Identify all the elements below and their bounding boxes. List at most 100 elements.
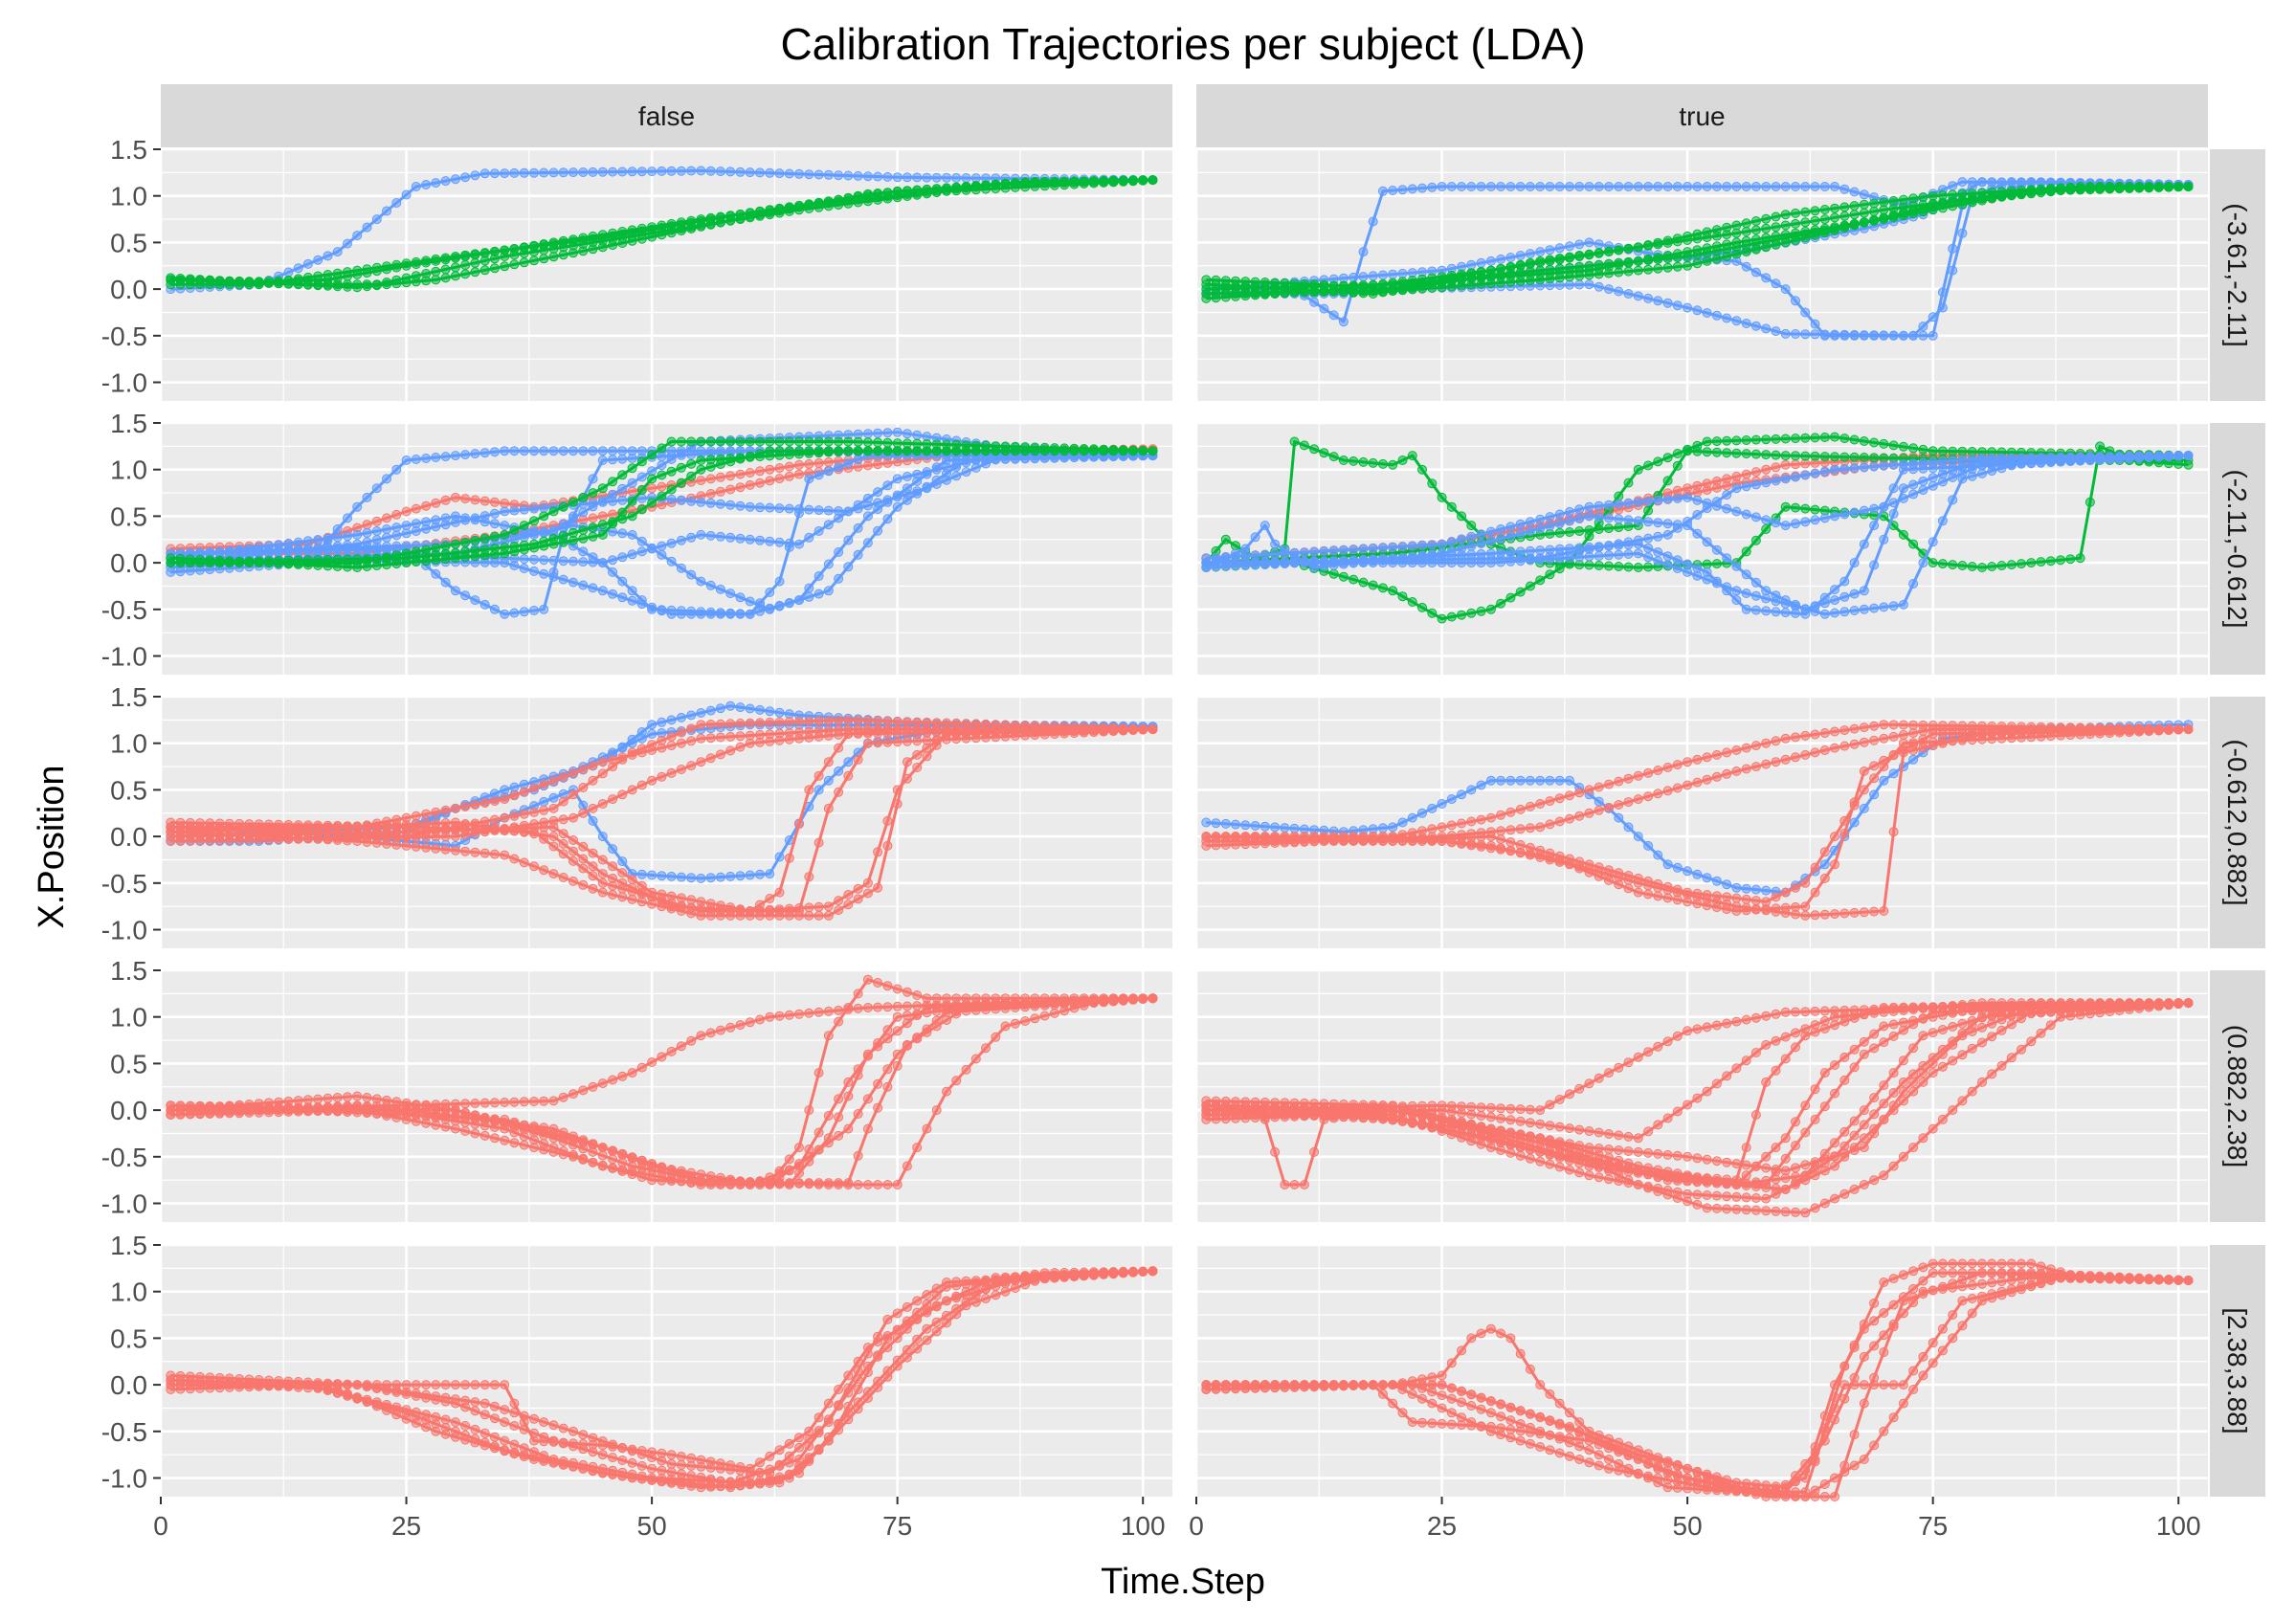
data-point — [1584, 237, 1594, 248]
data-point — [1977, 563, 1987, 572]
data-point — [1397, 285, 1408, 296]
data-point — [784, 503, 794, 514]
data-point — [1996, 453, 2007, 463]
data-point — [519, 857, 529, 868]
data-point — [421, 832, 432, 842]
data-point — [519, 607, 529, 617]
data-point — [1948, 189, 1958, 200]
data-point — [1643, 552, 1654, 563]
panel-r1-c0: -1.0-0.50.00.51.01.5 — [101, 409, 1172, 675]
data-point — [539, 240, 549, 251]
data-point — [1849, 452, 1860, 462]
data-point — [479, 248, 490, 258]
data-point — [519, 446, 529, 456]
data-point — [676, 535, 686, 545]
data-point — [1427, 478, 1438, 489]
data-point — [371, 833, 382, 843]
data-point — [1780, 451, 1791, 461]
data-point — [1049, 724, 1059, 735]
data-point — [1683, 567, 1693, 577]
data-point — [1643, 293, 1654, 303]
data-point — [1079, 176, 1089, 187]
data-point — [1545, 512, 1555, 522]
data-point — [568, 789, 578, 800]
data-point — [1849, 463, 1860, 474]
data-point — [1957, 228, 1968, 238]
data-point — [1554, 527, 1565, 538]
data-point — [2144, 182, 2154, 192]
data-point — [745, 436, 755, 447]
data-point — [804, 446, 814, 456]
data-point — [804, 458, 814, 469]
data-point — [647, 483, 658, 494]
data-point — [509, 790, 520, 801]
data-point — [1427, 554, 1438, 565]
data-point — [617, 454, 628, 464]
data-point — [735, 500, 746, 511]
data-point — [343, 531, 352, 542]
data-point — [1623, 289, 1634, 299]
data-point — [1672, 493, 1683, 503]
y-tick-label: -0.5 — [101, 595, 147, 625]
data-point — [500, 812, 510, 823]
data-point — [1800, 182, 1811, 191]
data-point — [2006, 453, 2017, 463]
data-point — [627, 785, 637, 795]
data-point — [1683, 260, 1693, 271]
data-point — [608, 517, 618, 527]
data-point — [205, 557, 215, 567]
data-point — [882, 446, 893, 456]
data-point — [470, 828, 480, 838]
data-point — [794, 539, 804, 549]
data-point — [470, 595, 480, 606]
data-point — [784, 204, 794, 214]
data-point — [1849, 507, 1860, 518]
data-point — [1791, 208, 1800, 218]
data-point — [1088, 724, 1099, 735]
data-point — [834, 729, 844, 740]
data-point — [1584, 270, 1594, 280]
data-point — [794, 469, 804, 479]
data-point — [784, 709, 794, 720]
data-point — [647, 498, 658, 508]
chart-title: Calibration Trajectories per subject (LD… — [780, 19, 1585, 69]
data-point — [371, 516, 382, 526]
data-point — [715, 732, 725, 743]
data-point — [558, 446, 568, 456]
data-point — [804, 716, 814, 726]
data-point — [991, 724, 1001, 735]
data-point — [814, 457, 824, 468]
data-point — [479, 496, 490, 506]
data-point — [1711, 482, 1722, 493]
data-point — [1741, 449, 1751, 459]
data-point — [686, 609, 697, 619]
data-point — [814, 785, 824, 795]
data-point — [205, 826, 215, 836]
data-point — [382, 279, 391, 290]
data-point — [578, 167, 589, 177]
data-point — [1010, 724, 1020, 735]
data-point — [1957, 177, 1968, 188]
data-point — [1565, 279, 1574, 290]
data-point — [1800, 451, 1811, 461]
data-point — [371, 818, 382, 829]
data-point — [1750, 512, 1761, 522]
data-point — [529, 819, 539, 830]
data-point — [647, 602, 658, 612]
data-point — [1830, 225, 1839, 235]
data-point — [1535, 275, 1546, 285]
data-point — [970, 181, 981, 190]
data-point — [1672, 564, 1683, 573]
data-point — [1633, 291, 1643, 301]
data-point — [1614, 514, 1624, 524]
data-point — [1722, 182, 1732, 191]
data-point — [597, 446, 608, 456]
data-point — [195, 276, 205, 286]
data-point — [804, 532, 814, 543]
data-point — [1643, 505, 1654, 516]
data-point — [234, 834, 245, 845]
data-point — [1683, 252, 1693, 261]
data-point — [568, 846, 578, 856]
data-point — [302, 544, 313, 554]
data-point — [1138, 175, 1148, 186]
